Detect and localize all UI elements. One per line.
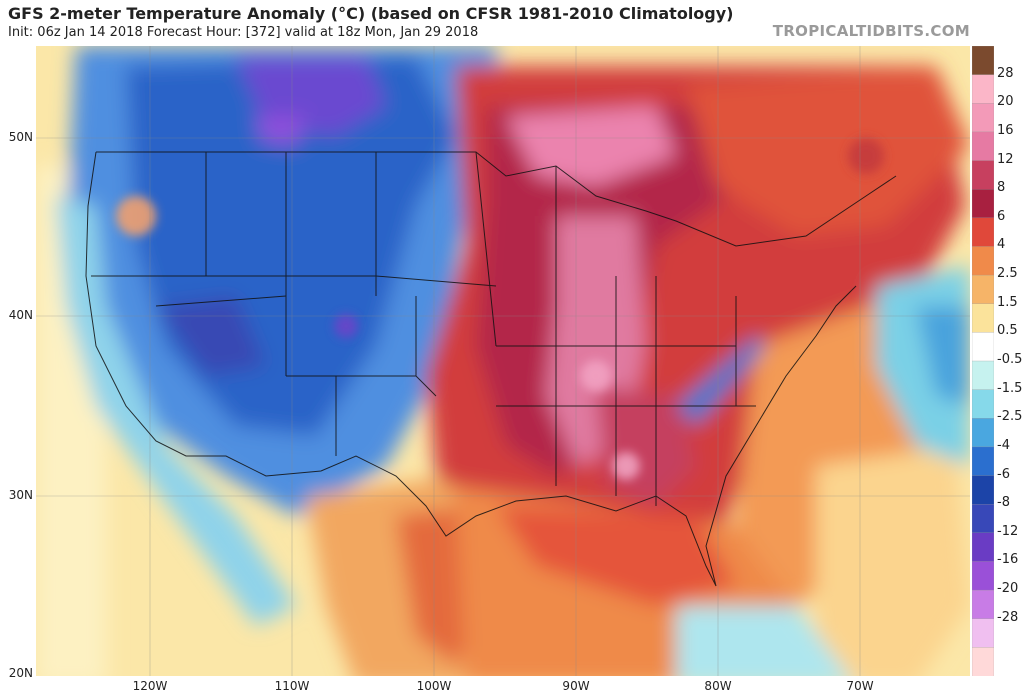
colorbar-segment — [972, 475, 994, 505]
temperature-anomaly-map — [36, 46, 970, 676]
colorbar-label: 16 — [997, 122, 1014, 138]
colorbar-segment — [972, 647, 994, 676]
lon-label-80w: 80W — [704, 679, 732, 693]
colorbar-label: -0.5 — [997, 352, 1023, 367]
colorbar-label: -8 — [997, 495, 1010, 511]
lat-label-20n: 20N — [8, 666, 33, 680]
colorbar-label: 8 — [997, 180, 1006, 196]
colorbar-segment — [972, 589, 994, 620]
lon-label-70w: 70W — [846, 679, 874, 693]
lat-label-50n: 50N — [8, 130, 33, 144]
lon-label-120w: 120W — [132, 679, 168, 693]
colorbar-segment — [972, 189, 994, 219]
colorbar-label: -28 — [997, 609, 1019, 625]
colorbar-label: 2.5 — [997, 266, 1018, 282]
colorbar-segment — [972, 504, 994, 534]
lon-label-90w: 90W — [562, 679, 590, 693]
colorbar-segment — [972, 131, 994, 162]
colorbar-segment — [972, 303, 994, 334]
colorbar-label: 12 — [997, 151, 1014, 167]
colorbar-segment — [972, 360, 994, 391]
colorbar-segment — [972, 418, 994, 448]
colorbar-segment — [972, 246, 994, 276]
colorbar-segment — [972, 561, 994, 591]
colorbar-segment — [972, 618, 994, 649]
colorbar-segment — [972, 332, 994, 362]
temperature-colorbar — [972, 46, 994, 676]
colorbar-segment — [972, 446, 994, 477]
colorbar-label: -20 — [997, 581, 1019, 597]
colorbar-label: -2.5 — [997, 409, 1023, 425]
colorbar-segment — [972, 46, 994, 76]
colorbar-segment — [972, 217, 994, 248]
colorbar-label: 28 — [997, 65, 1014, 81]
colorbar-label: -6 — [997, 466, 1010, 482]
colorbar-label: -1.5 — [997, 380, 1023, 396]
lon-label-110w: 110W — [274, 679, 310, 693]
forecast-info: Init: 06z Jan 14 2018 Forecast Hour: [37… — [8, 25, 479, 40]
site-watermark: TROPICALTIDBITS.COM — [772, 22, 970, 40]
colorbar-label: -16 — [997, 552, 1019, 568]
colorbar-label: 6 — [997, 208, 1006, 224]
colorbar-segment — [972, 74, 994, 104]
colorbar-segment — [972, 103, 994, 133]
colorbar-label: 0.5 — [997, 323, 1018, 339]
colorbar-segment — [972, 532, 994, 563]
colorbar-label: 20 — [997, 94, 1014, 110]
colorbar-label: -12 — [997, 523, 1019, 539]
lat-label-30n: 30N — [8, 488, 33, 502]
lon-label-100w: 100W — [416, 679, 452, 693]
colorbar-label: 1.5 — [997, 294, 1018, 310]
colorbar-segment — [972, 274, 994, 305]
colorbar-segment — [972, 160, 994, 190]
lat-label-40n: 40N — [8, 308, 33, 322]
map-title: GFS 2-meter Temperature Anomaly (°C) (ba… — [8, 4, 734, 23]
colorbar-label: 4 — [997, 237, 1006, 253]
colorbar-segment — [972, 389, 994, 419]
colorbar-label: -4 — [997, 437, 1010, 453]
